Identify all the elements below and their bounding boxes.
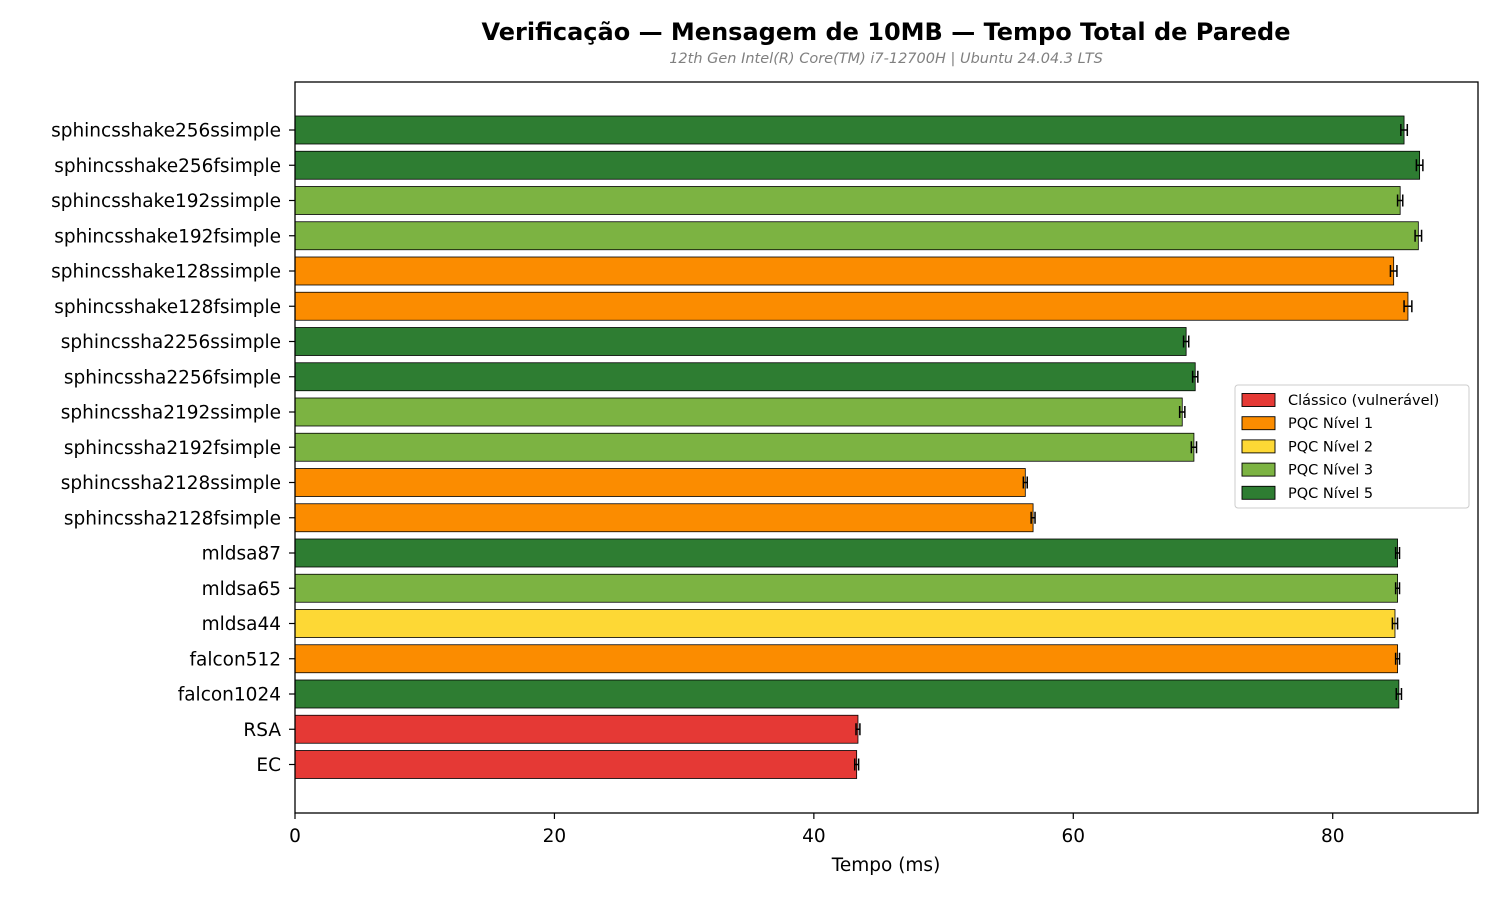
bar-sphincsshake256fsimple	[294, 150, 1421, 180]
x-tick-label-40: 40	[802, 826, 826, 847]
plot-frame	[294, 81, 1479, 814]
bar-sphincssha2128ssimple	[294, 468, 1026, 497]
legend: Clássico (vulnerável) PQC Nível 1 PQC Níve…	[1234, 384, 1470, 509]
bar-RSA	[294, 714, 859, 744]
bars-group	[294, 115, 1421, 779]
error-bar-sphincssha2128fsimple	[1030, 511, 1036, 524]
category-label-RSA: RSA	[243, 720, 281, 741]
category-label-sphincssha2192ssimple: sphincssha2192ssimple	[61, 403, 281, 424]
error-bar-mldsa87	[1394, 547, 1401, 559]
error-bars-group	[853, 124, 1424, 771]
category-label-mldsa44: mldsa44	[202, 614, 281, 635]
bar-falcon512	[294, 644, 1398, 674]
bar-mldsa44	[294, 609, 1396, 638]
bar-EC	[294, 750, 858, 779]
category-label-sphincssha2256ssimple: sphincssha2256ssimple	[61, 332, 281, 353]
legend-label-1: PQC Nível 1	[1288, 416, 1373, 432]
error-bar-mldsa44	[1391, 617, 1399, 630]
category-labels: sphincsshake256ssimple sphincsshake256fsi…	[51, 121, 295, 776]
bar-sphincsshake128fsimple	[294, 291, 1409, 321]
category-label-falcon512: falcon512	[189, 649, 281, 670]
bar-sphincsshake256ssimple	[294, 115, 1405, 145]
error-bar-sphincssha2128ssimple	[1022, 476, 1028, 489]
category-label-mldsa87: mldsa87	[202, 544, 281, 565]
bar-mldsa65	[294, 573, 1398, 603]
error-bar-sphincsshake128ssimple	[1389, 265, 1398, 277]
error-bar-sphincsshake256ssimple	[1400, 124, 1409, 136]
category-label-mldsa65: mldsa65	[202, 579, 281, 600]
error-bar-falcon1024	[1395, 688, 1403, 700]
legend-swatch-0	[1241, 393, 1276, 407]
bar-sphincssha2192ssimple	[294, 397, 1183, 427]
error-bar-sphincssha2192fsimple	[1190, 441, 1198, 454]
bar-sphincsshake192fsimple	[294, 221, 1419, 251]
error-bar-mldsa65	[1394, 582, 1401, 595]
category-label-sphincssha2128fsimple: sphincssha2128fsimple	[64, 508, 281, 529]
error-bar-RSA	[855, 723, 861, 736]
legend-swatch-3	[1241, 462, 1276, 477]
chart-title: Verificação — Mensagem de 10MB — Tempo T…	[481, 18, 1290, 46]
x-tick-label-80: 80	[1321, 826, 1345, 847]
category-label-sphincsshake192ssimple: sphincsshake192ssimple	[51, 191, 281, 212]
category-label-sphincssha2256fsimple: sphincssha2256fsimple	[64, 367, 281, 388]
category-label-sphincsshake128ssimple: sphincsshake128ssimple	[51, 262, 281, 283]
category-label-sphincssha2128ssimple: sphincssha2128ssimple	[61, 473, 281, 494]
error-bar-EC	[853, 758, 860, 771]
error-bar-sphincsshake128fsimple	[1403, 300, 1413, 313]
error-bar-falcon512	[1394, 652, 1401, 665]
legend-label-3: PQC Nível 3	[1288, 463, 1373, 479]
error-bar-sphincsshake192fsimple	[1414, 229, 1423, 242]
error-bar-sphincssha2256ssimple	[1182, 335, 1190, 348]
legend-box	[1234, 384, 1470, 509]
bar-sphincsshake128ssimple	[294, 256, 1395, 286]
bar-sphincssha2128fsimple	[294, 503, 1034, 533]
category-label-sphincsshake192fsimple: sphincsshake192fsimple	[54, 226, 281, 247]
x-tick-label-60: 60	[1062, 826, 1086, 847]
bar-sphincssha2192fsimple	[294, 432, 1195, 462]
category-label-sphincsshake128fsimple: sphincsshake128fsimple	[54, 297, 281, 318]
category-label-falcon1024: falcon1024	[178, 685, 281, 706]
bar-mldsa87	[294, 538, 1398, 568]
x-axis-label: Tempo (ms)	[831, 855, 941, 876]
legend-label-2: PQC Nível 2	[1288, 439, 1373, 455]
x-tick-label-20: 20	[543, 826, 567, 847]
legend-swatch-4	[1241, 485, 1276, 500]
legend-label-0: Clássico (vulnerável)	[1288, 393, 1439, 409]
x-axis-ticks: 0 20 40 60 80	[289, 813, 1344, 847]
category-label-sphincsshake256fsimple: sphincsshake256fsimple	[54, 156, 281, 177]
legend-label-4: PQC Nível 5	[1288, 486, 1373, 502]
legend-swatch-1	[1241, 416, 1276, 431]
bar-sphincssha2256fsimple	[294, 362, 1196, 392]
category-label-EC: EC	[256, 755, 281, 776]
error-bar-sphincssha2256fsimple	[1191, 370, 1199, 383]
error-bar-sphincsshake256fsimple	[1415, 159, 1424, 172]
x-tick-label-0: 0	[289, 826, 301, 847]
bar-falcon1024	[294, 679, 1400, 709]
chart-subtitle: 12th Gen Intel(R) Core(TM) i7-12700H | U…	[669, 51, 1103, 67]
error-bar-sphincssha2192ssimple	[1178, 406, 1186, 418]
category-label-sphincsshake256ssimple: sphincsshake256ssimple	[51, 121, 281, 142]
bar-sphincsshake192ssimple	[294, 186, 1401, 215]
bar-sphincssha2256ssimple	[294, 327, 1187, 356]
category-label-sphincssha2192fsimple: sphincssha2192fsimple	[64, 438, 281, 459]
legend-swatch-2	[1241, 439, 1276, 454]
error-bar-sphincsshake192ssimple	[1396, 194, 1404, 207]
